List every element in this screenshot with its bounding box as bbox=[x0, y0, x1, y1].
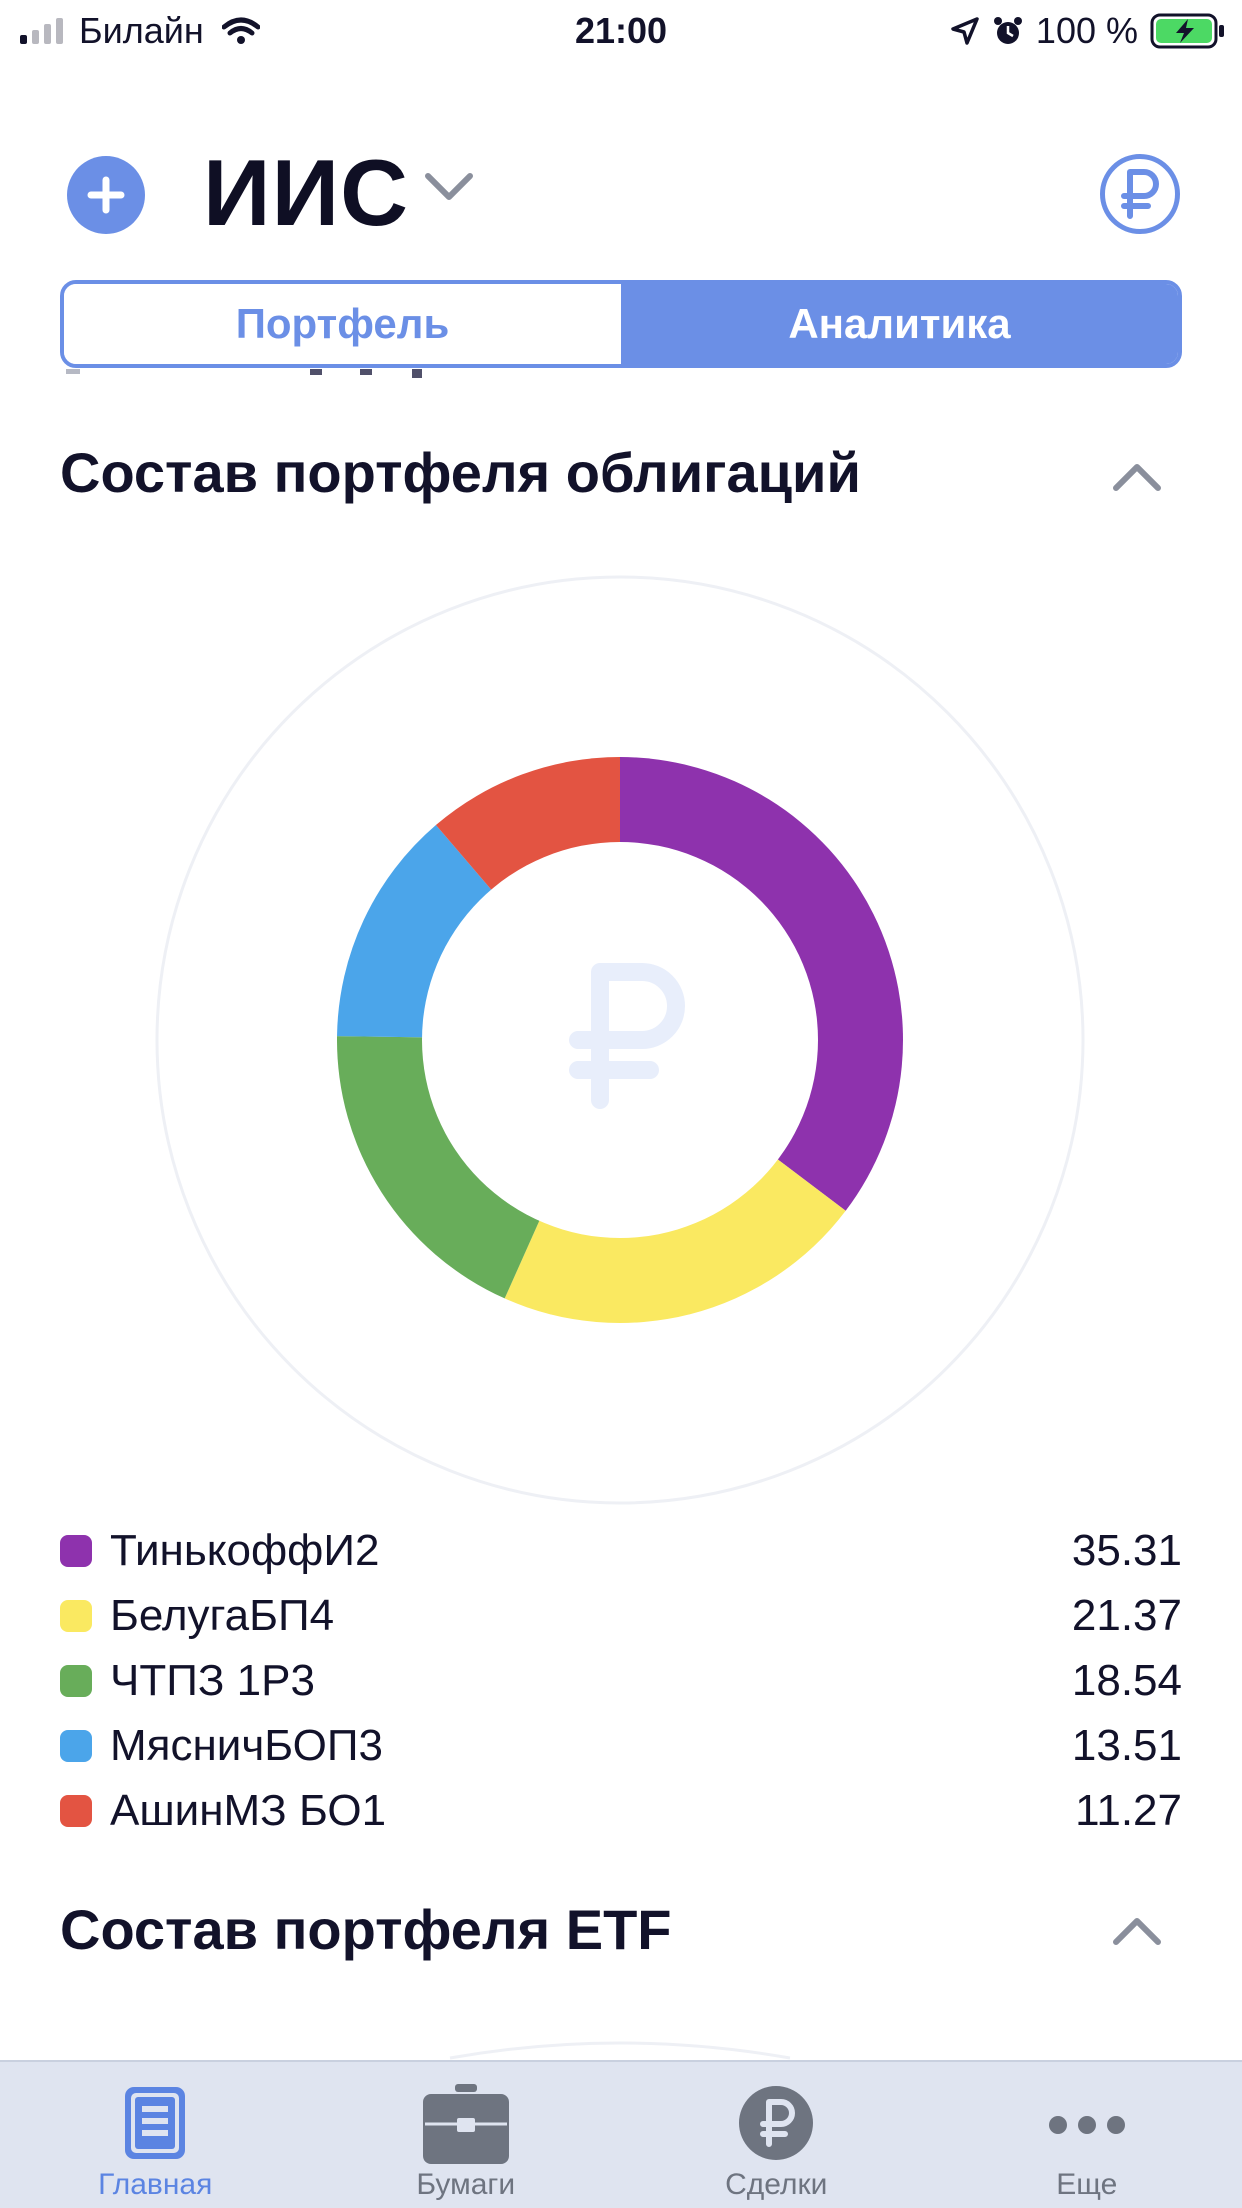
legend-label: АшинМЗ БО1 bbox=[110, 1785, 387, 1835]
bonds-section-title: Состав портфеля облигаций bbox=[60, 441, 861, 504]
legend-swatch bbox=[60, 1729, 92, 1762]
ruble-icon bbox=[1121, 169, 1159, 219]
ruble-watermark-icon bbox=[569, 963, 685, 1109]
plus-icon bbox=[87, 176, 125, 214]
etf-chart-peek bbox=[449, 2041, 791, 2060]
carrier-name: Билайн bbox=[79, 10, 204, 51]
battery-charging-icon bbox=[1150, 13, 1224, 49]
more-icon bbox=[1048, 2116, 1125, 2134]
legend-swatch bbox=[60, 1664, 92, 1697]
document-icon bbox=[125, 2087, 186, 2159]
status-time: 21:00 bbox=[574, 10, 668, 51]
clipped-text-fragment bbox=[66, 369, 422, 378]
tab-label: Главная bbox=[98, 2168, 213, 2201]
legend-value: 13.51 bbox=[1071, 1720, 1182, 1770]
bonds-donut-chart bbox=[155, 575, 1085, 1505]
legend-label: ЧТПЗ 1Р3 bbox=[110, 1655, 315, 1705]
legend-value: 21.37 bbox=[1071, 1590, 1182, 1640]
legend-row: ЧТПЗ 1Р3 18.54 bbox=[60, 1648, 1182, 1713]
chevron-up-icon[interactable] bbox=[1112, 462, 1162, 492]
legend-row: БелугаБП4 21.37 bbox=[60, 1583, 1182, 1648]
tab-label: Еще bbox=[1056, 2168, 1118, 2201]
legend-row: МясничБОП3 13.51 bbox=[60, 1713, 1182, 1778]
bottom-tab-bar: Главная Бумаги Сделки Еще bbox=[0, 2060, 1242, 2208]
chart-legend: ТинькоффИ2 35.31 БелугаБП4 21.37 ЧТПЗ 1Р… bbox=[60, 1518, 1182, 1843]
legend-label: ТинькоффИ2 bbox=[110, 1525, 380, 1575]
alarm-icon bbox=[993, 17, 1022, 44]
legend-value: 11.27 bbox=[1075, 1785, 1182, 1835]
segmented-control: Портфель Аналитика bbox=[60, 280, 1182, 368]
account-title[interactable]: ИИС bbox=[203, 140, 410, 245]
wifi-icon bbox=[221, 17, 260, 44]
tab-securities[interactable]: Бумаги bbox=[311, 2062, 622, 2208]
status-right: 100 % bbox=[950, 8, 1226, 54]
tab-label: Бумаги bbox=[416, 2168, 516, 2201]
status-bar: Билайн 21:00 100 % bbox=[0, 0, 1242, 62]
tab-label: Сделки bbox=[725, 2168, 828, 2201]
add-button[interactable] bbox=[67, 156, 145, 234]
legend-row: АшинМЗ БО1 11.27 bbox=[60, 1778, 1182, 1843]
legend-swatch bbox=[60, 1794, 92, 1827]
tab-analytics[interactable]: Аналитика bbox=[621, 284, 1178, 364]
scroll-peek-fragment bbox=[60, 368, 1182, 380]
signal-icon bbox=[20, 18, 63, 44]
location-icon bbox=[951, 17, 979, 45]
ruble-coin-icon bbox=[739, 2086, 814, 2160]
status-left: Билайн bbox=[20, 8, 260, 54]
etf-section-title: Состав портфеля ETF bbox=[60, 1898, 672, 1961]
tab-home[interactable]: Главная bbox=[0, 2062, 311, 2208]
legend-swatch bbox=[60, 1599, 92, 1632]
battery-percent: 100 % bbox=[1035, 10, 1138, 51]
tab-more[interactable]: Еще bbox=[932, 2062, 1242, 2208]
legend-label: МясничБОП3 bbox=[110, 1720, 383, 1770]
tab-trades[interactable]: Сделки bbox=[621, 2062, 932, 2208]
legend-swatch bbox=[60, 1534, 92, 1567]
legend-row: ТинькоффИ2 35.31 bbox=[60, 1518, 1182, 1583]
currency-button[interactable] bbox=[1100, 154, 1180, 234]
legend-value: 18.54 bbox=[1071, 1655, 1182, 1705]
legend-value: 35.31 bbox=[1071, 1525, 1182, 1575]
chevron-up-icon[interactable] bbox=[1112, 1916, 1162, 1946]
tab-portfolio[interactable]: Портфель bbox=[64, 284, 621, 364]
chevron-down-icon[interactable] bbox=[424, 172, 474, 202]
legend-label: БелугаБП4 bbox=[110, 1590, 335, 1640]
briefcase-icon bbox=[422, 2084, 509, 2164]
